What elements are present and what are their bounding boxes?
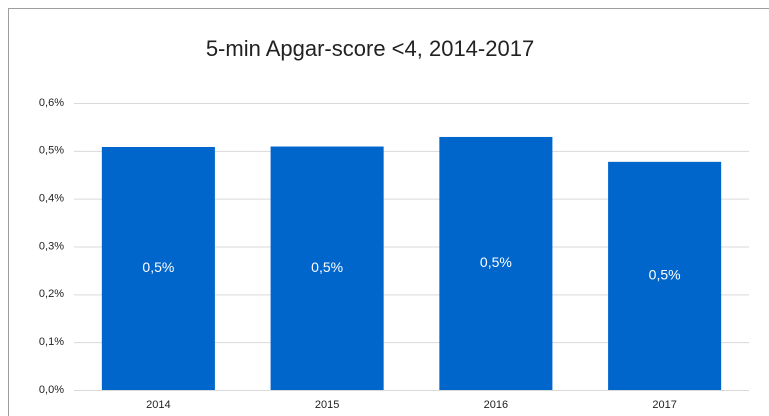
bar (608, 161, 722, 390)
x-tick-label: 2016 (484, 399, 508, 411)
y-tick-label: 0,4% (39, 193, 64, 205)
y-tick-label: 0,6% (39, 97, 64, 109)
y-tick-label: 0,1% (39, 336, 64, 348)
value-label: 0,5% (142, 259, 174, 275)
y-tick-label: 0,3% (39, 240, 64, 252)
x-tick-label: 2017 (652, 399, 676, 411)
chart-title: 5-min Apgar-score <4, 2014-2017 (206, 36, 534, 61)
value-label: 0,5% (480, 254, 512, 270)
value-label: 0,5% (649, 267, 681, 283)
y-tick-label: 0,2% (39, 288, 64, 300)
value-label: 0,5% (311, 259, 343, 275)
y-tick-label: 0,5% (39, 145, 64, 157)
bar (270, 146, 384, 390)
bar (101, 147, 215, 390)
bar (439, 136, 553, 390)
x-tick-label: 2014 (146, 399, 170, 411)
x-tick-label: 2015 (315, 399, 339, 411)
y-tick-label: 0,0% (39, 384, 64, 396)
chart-border (8, 8, 769, 416)
